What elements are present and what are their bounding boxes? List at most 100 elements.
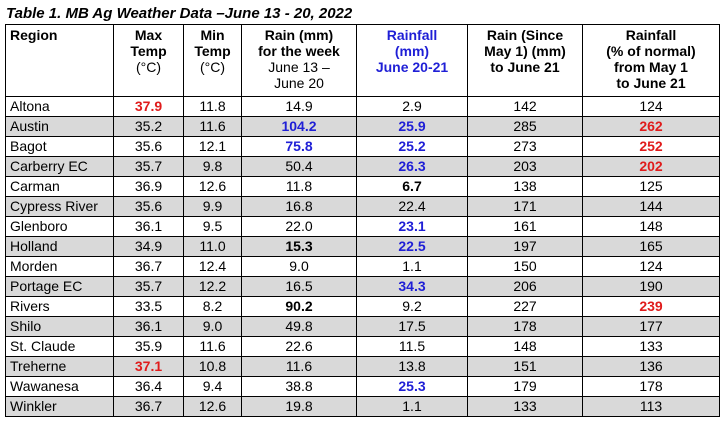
cell-rain-since-may: 148 [467, 336, 583, 357]
table-row: Holland 34.9 11.0 15.3 22.5 197 165 [5, 236, 720, 257]
cell-rainfall-percent: 124 [582, 96, 720, 117]
cell-max-temp: 36.1 [113, 316, 184, 337]
cell-rain-since-may: 142 [467, 96, 583, 117]
table-row: Morden 36.7 12.4 9.0 1.1 150 124 [5, 256, 720, 277]
table-row: Winkler 36.7 12.6 19.8 1.1 133 113 [5, 396, 720, 417]
cell-region: Morden [5, 256, 114, 277]
cell-rainfall-percent: 144 [582, 196, 720, 217]
table-row: Treherne 37.1 10.8 11.6 13.8 151 136 [5, 356, 720, 377]
cell-max-temp: 35.6 [113, 136, 184, 157]
table-row: Rivers 33.5 8.2 90.2 9.2 227 239 [5, 296, 720, 317]
cell-rainfall-mm: 13.8 [356, 356, 468, 377]
cell-rain-week: 104.2 [241, 116, 357, 137]
header-max-temp: Max Temp (°C) [113, 24, 184, 97]
cell-region: Carman [5, 176, 114, 197]
cell-rain-week: 19.8 [241, 396, 357, 417]
cell-min-temp: 11.8 [183, 96, 242, 117]
cell-rain-since-may: 150 [467, 256, 583, 277]
cell-region: Austin [5, 116, 114, 137]
cell-rainfall-mm: 25.2 [356, 136, 468, 157]
cell-max-temp: 35.9 [113, 336, 184, 357]
cell-region: Portage EC [5, 276, 114, 297]
cell-region: Altona [5, 96, 114, 117]
cell-region: Glenboro [5, 216, 114, 237]
cell-min-temp: 12.6 [183, 396, 242, 417]
cell-rainfall-mm: 25.9 [356, 116, 468, 137]
cell-region: Holland [5, 236, 114, 257]
cell-rain-week: 22.0 [241, 216, 357, 237]
cell-region: Rivers [5, 296, 114, 317]
cell-max-temp: 36.4 [113, 376, 184, 397]
cell-min-temp: 9.4 [183, 376, 242, 397]
table-row: Wawanesa 36.4 9.4 38.8 25.3 179 178 [5, 376, 720, 397]
cell-rainfall-mm: 22.4 [356, 196, 468, 217]
table-row: Portage EC 35.7 12.2 16.5 34.3 206 190 [5, 276, 720, 297]
cell-min-temp: 11.0 [183, 236, 242, 257]
cell-min-temp: 11.6 [183, 116, 242, 137]
cell-max-temp: 35.7 [113, 156, 184, 177]
header-rain-week: Rain (mm) for the week June 13 – June 20 [241, 24, 357, 97]
cell-rainfall-mm: 2.9 [356, 96, 468, 117]
cell-min-temp: 12.4 [183, 256, 242, 277]
cell-rainfall-percent: 190 [582, 276, 720, 297]
cell-rainfall-percent: 178 [582, 376, 720, 397]
cell-rainfall-mm: 6.7 [356, 176, 468, 197]
cell-rainfall-percent: 177 [582, 316, 720, 337]
cell-rainfall-percent: 148 [582, 216, 720, 237]
cell-rain-since-may: 138 [467, 176, 583, 197]
cell-max-temp: 33.5 [113, 296, 184, 317]
cell-rain-week: 50.4 [241, 156, 357, 177]
cell-rain-week: 75.8 [241, 136, 357, 157]
cell-rain-since-may: 197 [467, 236, 583, 257]
cell-rain-since-may: 151 [467, 356, 583, 377]
cell-min-temp: 10.8 [183, 356, 242, 377]
cell-min-temp: 9.9 [183, 196, 242, 217]
cell-rainfall-mm: 11.5 [356, 336, 468, 357]
table-row: Bagot 35.6 12.1 75.8 25.2 273 252 [5, 136, 720, 157]
cell-rainfall-percent: 113 [582, 396, 720, 417]
cell-max-temp: 35.7 [113, 276, 184, 297]
cell-region: Wawanesa [5, 376, 114, 397]
cell-rainfall-percent: 262 [582, 116, 720, 137]
cell-rain-since-may: 273 [467, 136, 583, 157]
cell-rain-since-may: 178 [467, 316, 583, 337]
cell-region: Bagot [5, 136, 114, 157]
cell-rainfall-mm: 9.2 [356, 296, 468, 317]
table-body: Altona 37.9 11.8 14.9 2.9 142 124 Austin 35.2 11.… [5, 96, 720, 417]
header-region: Region [5, 24, 114, 97]
cell-rain-since-may: 161 [467, 216, 583, 237]
cell-max-temp: 37.9 [113, 96, 184, 117]
cell-max-temp: 37.1 [113, 356, 184, 377]
cell-rain-since-may: 227 [467, 296, 583, 317]
cell-min-temp: 9.0 [183, 316, 242, 337]
cell-rain-since-may: 133 [467, 396, 583, 417]
cell-rain-week: 14.9 [241, 96, 357, 117]
cell-rain-since-may: 179 [467, 376, 583, 397]
cell-rain-week: 16.8 [241, 196, 357, 217]
cell-region: Carberry EC [5, 156, 114, 177]
header-rainfall-percent: Rainfall (% of normal) from May 1 to Jun… [582, 24, 720, 97]
cell-rainfall-percent: 202 [582, 156, 720, 177]
cell-max-temp: 36.1 [113, 216, 184, 237]
cell-min-temp: 12.6 [183, 176, 242, 197]
cell-min-temp: 9.8 [183, 156, 242, 177]
cell-region: St. Claude [5, 336, 114, 357]
cell-min-temp: 12.1 [183, 136, 242, 157]
cell-rain-week: 16.5 [241, 276, 357, 297]
cell-region: Cypress River [5, 196, 114, 217]
cell-rain-week: 90.2 [241, 296, 357, 317]
cell-rainfall-percent: 125 [582, 176, 720, 197]
cell-rain-week: 22.6 [241, 336, 357, 357]
cell-rain-since-may: 206 [467, 276, 583, 297]
cell-rainfall-mm: 23.1 [356, 216, 468, 237]
cell-min-temp: 12.2 [183, 276, 242, 297]
table-row: St. Claude 35.9 11.6 22.6 11.5 148 133 [5, 336, 720, 357]
header-min-temp: Min Temp (°C) [183, 24, 242, 97]
cell-rainfall-percent: 239 [582, 296, 720, 317]
cell-rain-week: 49.8 [241, 316, 357, 337]
cell-max-temp: 34.9 [113, 236, 184, 257]
table-row: Cypress River 35.6 9.9 16.8 22.4 171 144 [5, 196, 720, 217]
cell-rain-week: 11.8 [241, 176, 357, 197]
cell-rainfall-percent: 136 [582, 356, 720, 377]
cell-rainfall-mm: 1.1 [356, 256, 468, 277]
